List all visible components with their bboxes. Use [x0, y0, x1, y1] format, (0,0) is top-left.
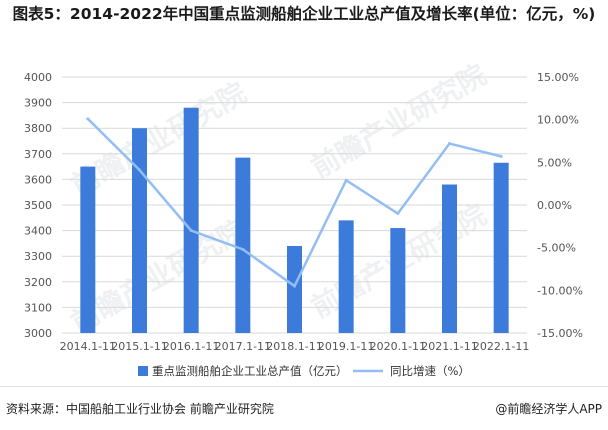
legend-swatch-bar — [138, 366, 148, 376]
source-note: 资料来源：中国船舶工业行业协会 前瞻产业研究院 — [6, 402, 274, 416]
legend-label: 重点监测船舶企业工业总产值（亿元） — [152, 364, 348, 378]
left-axis-tick-label: 3700 — [24, 148, 52, 161]
line-point — [241, 247, 245, 251]
left-axis-tick-label: 3100 — [24, 301, 52, 314]
line-point — [448, 142, 451, 146]
line-point — [138, 168, 141, 172]
chart-plot: 3000 3100 3200 3300 3400 3500 3600 3700 3800 3900… — [24, 71, 583, 378]
left-axis-tick-label: 4000 — [24, 71, 52, 84]
x-axis-tick-label: 2014.1-11 — [60, 340, 116, 353]
x-axis-tick-label: 2017.1-11 — [215, 340, 271, 353]
bar-series — [80, 107, 509, 333]
line-point — [189, 229, 193, 233]
chart-title: 图表5：2014-2022年中国重点监测船舶企业工业总产值及增长率(单位：亿元，… — [12, 5, 596, 23]
left-axis-tick-label: 3800 — [24, 122, 52, 135]
right-axis-tick-label: 0.00% — [537, 199, 572, 212]
left-axis-ticks: 3000 3100 3200 3300 3400 3500 3600 3700 3800 3900… — [24, 71, 52, 340]
bar — [442, 184, 457, 333]
bar — [183, 107, 199, 333]
bar — [390, 228, 406, 333]
right-axis-tick-label: -10.00% — [537, 284, 583, 297]
left-axis-tick-label: 3400 — [24, 225, 52, 238]
bar — [287, 245, 302, 333]
footer-divider — [0, 386, 608, 387]
left-axis-tick-label: 3000 — [24, 327, 52, 340]
bar — [338, 220, 354, 333]
x-axis-tick-label: 2015.1-11 — [111, 340, 167, 353]
bar — [132, 128, 147, 333]
bar — [235, 157, 251, 333]
legend-label: 同比增速（%） — [390, 364, 470, 378]
line-point — [396, 212, 400, 216]
right-axis-tick-label: -15.00% — [537, 327, 583, 340]
bar — [493, 162, 509, 333]
x-axis-tick-label: 2019.1-11 — [318, 340, 374, 353]
line-point — [499, 154, 503, 158]
right-axis-tick-label: 15.00% — [537, 71, 579, 84]
right-axis-tick-label: 10.00% — [537, 114, 579, 127]
line-point — [293, 284, 296, 288]
line-point — [86, 117, 90, 121]
left-axis-tick-label: 3300 — [24, 250, 52, 263]
left-axis-tick-label: 3600 — [24, 173, 52, 186]
x-axis-tick-label: 2018.1-11 — [266, 340, 322, 353]
brand-credit: @前瞻经济学人APP — [495, 402, 602, 416]
x-axis-tick-label: 2021.1-11 — [421, 340, 477, 353]
right-axis-tick-label: 5.00% — [537, 156, 572, 169]
right-axis-tick-label: -5.00% — [537, 242, 576, 255]
x-axis-ticks: 2014.1-112015.1-112016.1-112017.1-112018… — [60, 340, 530, 353]
chart-legend: 重点监测船舶企业工业总产值（亿元） 同比增速（%） — [138, 364, 470, 378]
right-axis-ticks: -15.00% -10.00% -5.00% 0.00% 5.00% 10.00% 15.0… — [537, 71, 583, 340]
left-axis-tick-label: 3200 — [24, 276, 52, 289]
x-axis-tick-label: 2016.1-11 — [163, 340, 219, 353]
bar — [80, 166, 96, 333]
x-axis-tick-label: 2020.1-11 — [370, 340, 426, 353]
line-point — [344, 178, 348, 182]
left-axis-tick-label: 3500 — [24, 199, 52, 212]
line-series — [86, 117, 503, 288]
left-axis-tick-label: 3900 — [24, 97, 52, 110]
x-axis-tick-label: 2022.1-11 — [473, 340, 529, 353]
